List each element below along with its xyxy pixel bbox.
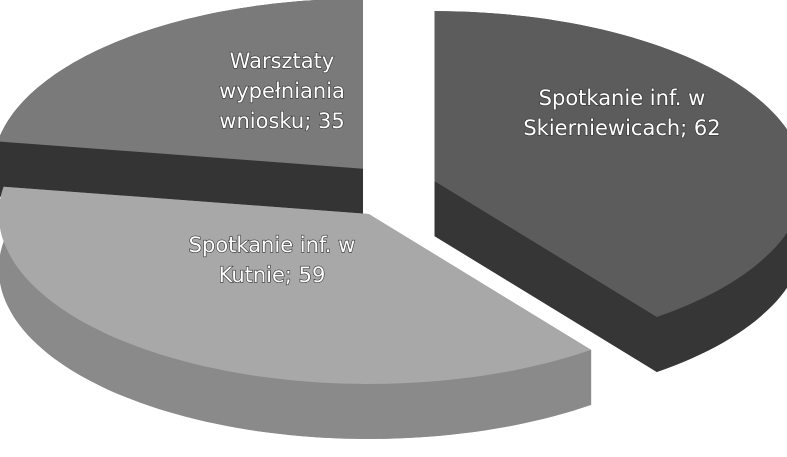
slice-top xyxy=(434,11,787,317)
label-line: wypełniania xyxy=(219,79,345,103)
label-line: wniosku; 35 xyxy=(219,109,344,133)
slice-wall xyxy=(434,181,657,372)
data-label: Spotkanie inf. w Skierniewicach; 62 xyxy=(523,86,720,140)
slice-side xyxy=(0,186,592,439)
slice-top xyxy=(0,186,592,384)
label-line: Kutnie; 59 xyxy=(219,263,326,287)
data-label: Spotkanie inf. w Kutnie; 59 xyxy=(189,233,356,287)
label-line: Warsztaty xyxy=(230,49,335,73)
slice: Spotkanie inf. w Kutnie xyxy=(0,186,592,439)
slice: Spotkanie inf. w Skierniewicach xyxy=(434,11,787,372)
label-line: Spotkanie inf. w xyxy=(539,86,706,110)
slice-top xyxy=(0,0,363,169)
data-label: Warsztaty wypełniania wniosku; 35 xyxy=(219,49,345,133)
label-line: Skierniewicach; 62 xyxy=(523,116,720,140)
label-line: Spotkanie inf. w xyxy=(189,233,356,257)
